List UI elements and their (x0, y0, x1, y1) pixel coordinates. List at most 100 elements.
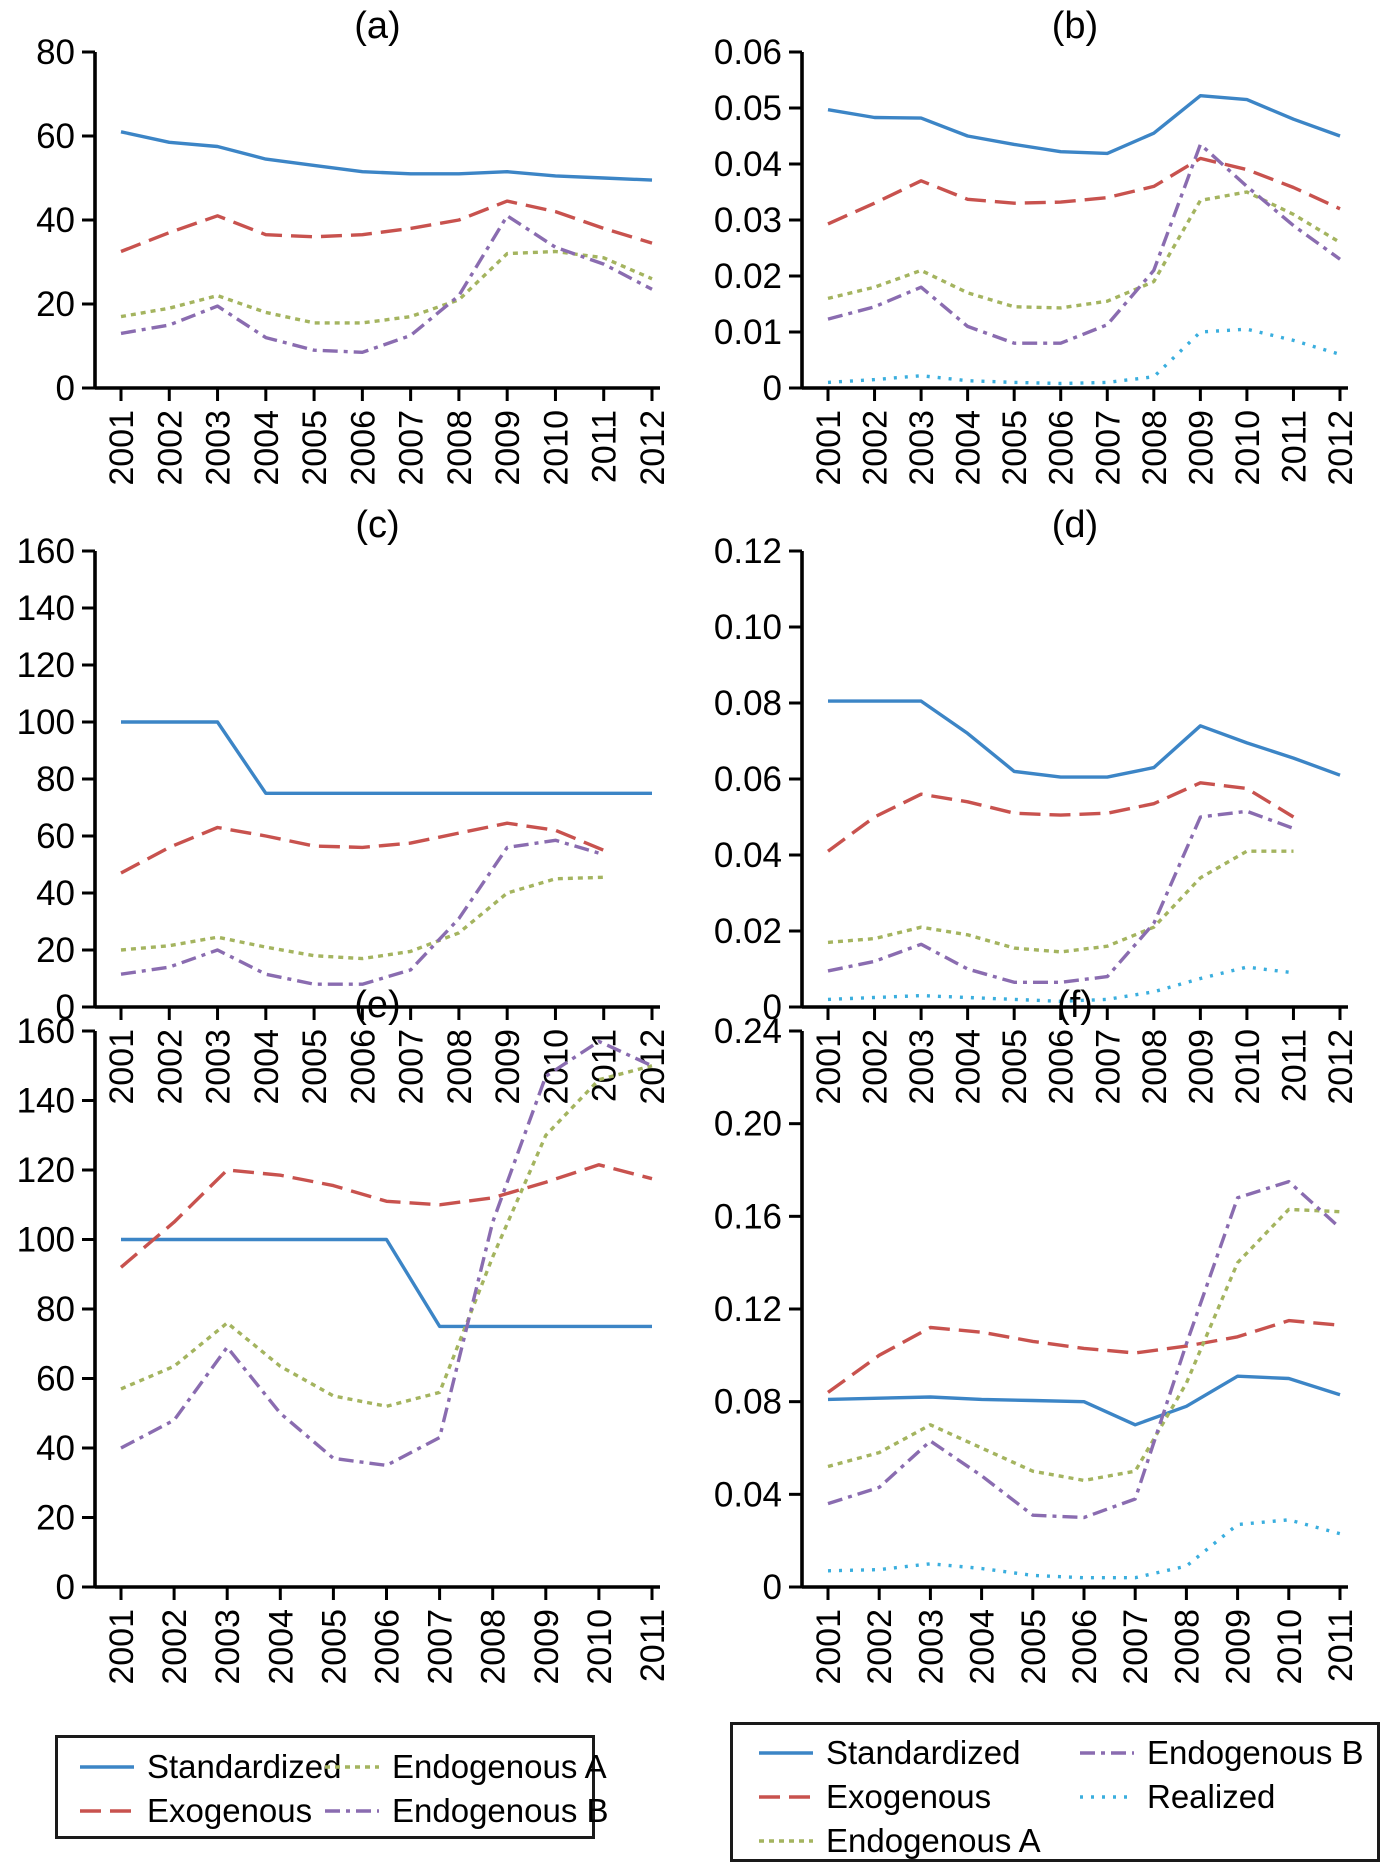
x-tick-label: 2007 (1117, 1609, 1155, 1685)
x-tick-label: 2012 (1322, 410, 1360, 486)
series-line-endogenous_a (120, 875, 604, 961)
panel-c: (c) 0 20 40 60 80 100 120 140 160 2001 2002 2003 2004… (0, 495, 690, 1112)
x-tick-label: 2003 (903, 410, 941, 486)
series-line-standardized (828, 699, 1341, 779)
x-tick-label: 2012 (1322, 1029, 1360, 1105)
y-tick-label: 100 (17, 703, 75, 742)
y-tick-label: 0.24 (714, 1012, 782, 1051)
y-tick-label: 0.12 (714, 1290, 782, 1329)
x-tick-label: 2004 (248, 1029, 286, 1105)
x-tick-label: 2008 (441, 1029, 479, 1105)
panel-title: (e) (354, 984, 400, 1026)
y-tick-label: 0.02 (714, 257, 782, 296)
y-tick-label: 120 (17, 1151, 75, 1190)
y-tick-label: 120 (17, 646, 75, 685)
x-tick-label: 2002 (156, 1609, 194, 1685)
legend-line-sample-endogenous_a (325, 1765, 379, 1769)
y-tick-label: 0.02 (714, 912, 782, 951)
x-tick-label: 2011 (1275, 1029, 1313, 1102)
y-tick-label: 160 (17, 1012, 75, 1051)
x-tick-label: 2004 (950, 410, 988, 486)
x-tick-label: 2007 (1089, 410, 1127, 486)
legend-line-sample-endogenous_b (1080, 1751, 1134, 1755)
y-tick-label: 0.04 (714, 145, 782, 184)
legend-item-label: Realized (1147, 1778, 1276, 1815)
x-tick-label: 2002 (857, 410, 895, 486)
series-line-endogenous_b (827, 142, 1341, 345)
y-tick-label: 0.01 (714, 313, 782, 352)
y-tick-label: 0 (56, 988, 75, 1027)
panel-a-chart: (a) 0 20 40 60 80 2001 2002 2003 2004 2005 2006 2007… (36, 5, 672, 486)
legend-item-endogenous_b: Endogenous B (323, 1789, 609, 1833)
legend-item-label: Endogenous A (392, 1748, 607, 1785)
series-line-endogenous_b (827, 1179, 1342, 1520)
y-tick-label: 0.06 (714, 760, 782, 799)
x-tick-label: 2007 (422, 1609, 460, 1685)
y-tick-label: 80 (36, 760, 75, 799)
panel-title: (d) (1052, 504, 1098, 546)
y-tick-label: 0.08 (714, 684, 782, 723)
y-tick-label: 0 (56, 369, 75, 408)
series-line-standardized (121, 1237, 652, 1329)
x-tick-label: 2003 (903, 1029, 941, 1105)
legend-item-standardized: Standardized (78, 1745, 341, 1789)
x-tick-label: 2008 (475, 1609, 513, 1685)
legend-line-sample-realized (1080, 1795, 1134, 1799)
legend-item-standardized: Standardized (757, 1731, 1041, 1775)
x-tick-label: 2008 (1168, 1609, 1206, 1685)
x-tick-label: 2003 (209, 1609, 247, 1685)
series-line-standardized (827, 93, 1341, 156)
x-tick-label: 2009 (1182, 1029, 1220, 1105)
x-tick-label: 2001 (103, 1029, 141, 1105)
legend-item-label: Standardized (826, 1734, 1021, 1771)
y-tick-label: 0.12 (714, 532, 782, 571)
x-tick-label: 2010 (537, 410, 575, 486)
x-tick-label: 2007 (1089, 1029, 1127, 1105)
y-tick-label: 60 (36, 1360, 75, 1399)
x-tick-label: 2004 (262, 1609, 300, 1685)
y-tick-label: 0.03 (714, 201, 782, 240)
legend-line-sample-endogenous_a (759, 1839, 813, 1843)
x-tick-label: 2001 (103, 410, 141, 486)
y-tick-label: 60 (36, 817, 75, 856)
series-line-endogenous_b (120, 838, 605, 986)
x-tick-label: 2011 (1322, 1609, 1360, 1682)
panel-f: (f) 0 0.04 0.08 0.12 0.16 0.20 0.24 2001 2002 2003… (690, 975, 1380, 1700)
y-tick-label: 0.06 (714, 33, 782, 72)
x-tick-label: 2009 (489, 1029, 527, 1105)
x-tick-label: 2006 (369, 1609, 407, 1685)
legend-right-box: Standardized Exogenous Endogenous A Endogen… (730, 1722, 1380, 1862)
panel-e-chart: (e) 0 20 40 60 80 100 120 140 160 2001 2002 2003 2004… (17, 984, 672, 1685)
x-tick-label: 2011 (1275, 410, 1313, 483)
x-tick-label: 2010 (581, 1609, 619, 1685)
y-tick-label: 100 (17, 1221, 75, 1260)
x-tick-label: 2009 (1220, 1609, 1258, 1685)
x-tick-label: 2006 (344, 1029, 382, 1105)
series-line-endogenous_a (827, 1207, 1341, 1483)
x-tick-label: 2001 (810, 1609, 848, 1685)
x-tick-label: 2002 (861, 1609, 899, 1685)
panel-e: (e) 0 20 40 60 80 100 120 140 160 2001 2002 2003 2004… (0, 975, 690, 1700)
y-tick-label: 0 (763, 1568, 782, 1607)
legend-item-endogenous_b: Endogenous B (1078, 1731, 1364, 1775)
y-tick-label: 20 (36, 1499, 75, 1538)
series-line-endogenous_a (827, 849, 1294, 954)
legend-item-endogenous_a: Endogenous A (757, 1819, 1041, 1863)
y-tick-label: 40 (36, 1429, 75, 1468)
x-tick-label: 2008 (1136, 410, 1174, 486)
y-tick-label: 40 (36, 874, 75, 913)
series-line-realized (827, 965, 1294, 1003)
series-line-exogenous (827, 156, 1341, 226)
legend-column: Endogenous B Realized (1078, 1731, 1364, 1819)
series-line-realized (827, 327, 1341, 386)
panel-c-chart: (c) 0 20 40 60 80 100 120 140 160 2001 2002 2003 2004… (17, 504, 672, 1105)
x-tick-label: 2010 (1229, 1029, 1267, 1105)
x-tick-label: 2001 (103, 1609, 141, 1685)
x-tick-label: 2007 (393, 1029, 431, 1105)
y-tick-label: 40 (36, 201, 75, 240)
x-tick-label: 2005 (996, 1029, 1034, 1105)
panel-a: (a) 0 20 40 60 80 2001 2002 2003 2004 2005 2006 2007… (0, 0, 690, 500)
y-tick-label: 0.16 (714, 1197, 782, 1236)
y-tick-label: 0.04 (714, 1475, 782, 1514)
x-tick-label: 2006 (1066, 1609, 1104, 1685)
